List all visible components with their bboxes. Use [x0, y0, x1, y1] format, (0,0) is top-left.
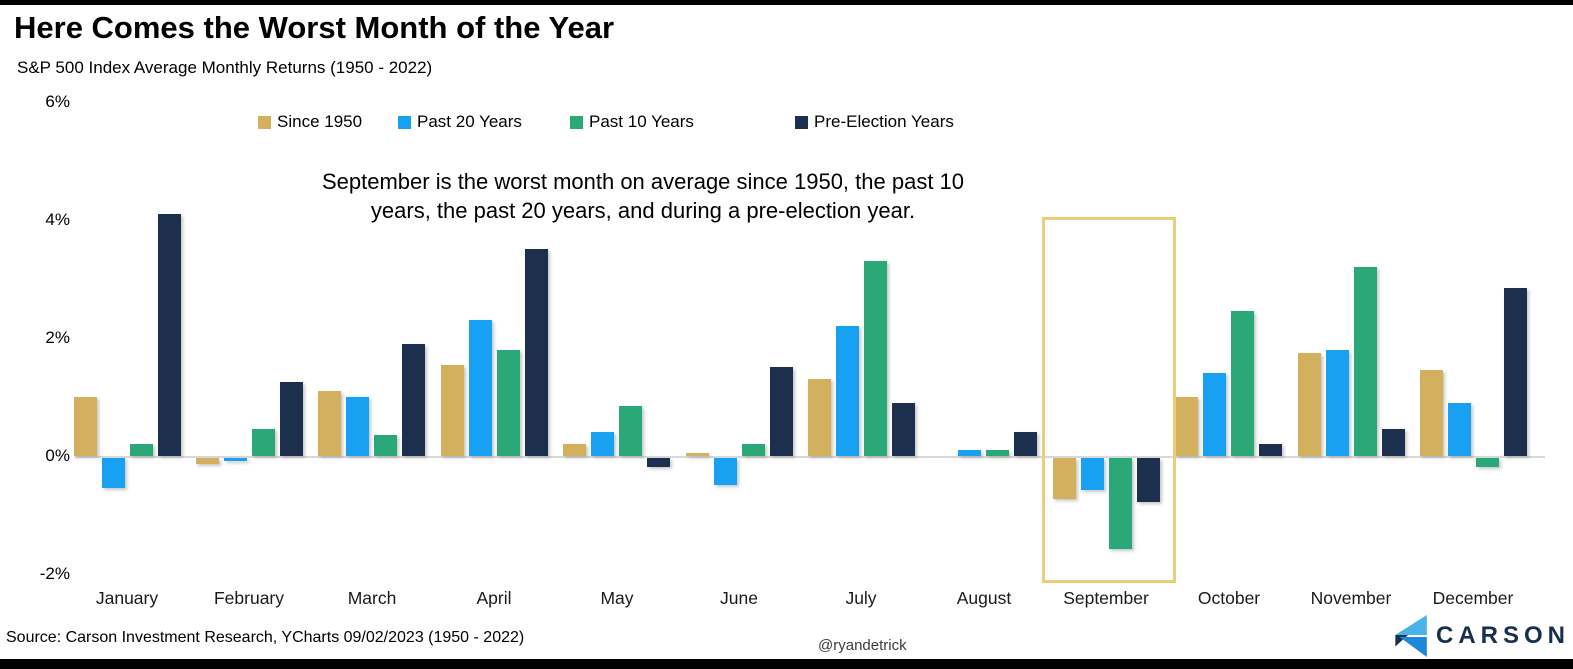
bar-april-since-1950 [441, 365, 464, 456]
annotation: September is the worst month on average … [280, 167, 1006, 226]
bar-november-since-1950 [1298, 353, 1321, 456]
bar-december-past-20-years [1448, 403, 1471, 456]
legend-item-pre-election-years: Pre-Election Years [795, 112, 954, 132]
bar-december-pre-election-years [1504, 288, 1527, 456]
source-text: Source: Carson Investment Research, YCha… [6, 629, 525, 646]
bar-january-past-10-years [130, 444, 153, 456]
annotation-line-1: September is the worst month on average … [321, 169, 965, 194]
zero-axis-line [75, 456, 1545, 458]
bar-january-since-1950 [74, 397, 97, 456]
bar-july-past-10-years [864, 261, 887, 456]
bar-january-past-20-years [102, 458, 125, 488]
bar-september-past-10-years [1109, 458, 1132, 549]
twitter-handle: @ryandetrick [818, 637, 907, 654]
annotation-line-2: years, the past 20 years, and during a p… [370, 198, 916, 224]
bar-march-since-1950 [318, 391, 341, 456]
bar-february-pre-election-years [280, 382, 303, 456]
carson-logo-text: CARSON [1436, 622, 1571, 649]
bar-april-past-10-years [497, 350, 520, 456]
top-border [0, 0, 1573, 5]
bar-may-pre-election-years [647, 458, 670, 467]
legend-label-pre-election-years: Pre-Election Years [814, 112, 954, 131]
bar-august-past-20-years [958, 450, 981, 456]
bar-may-past-10-years [619, 406, 642, 456]
legend-label-since-1950: Since 1950 [277, 112, 363, 131]
x-axis-label-august: August [956, 588, 1012, 608]
bar-november-past-20-years [1326, 350, 1349, 456]
y-axis-label-2-: 2% [45, 328, 70, 347]
bar-july-pre-election-years [892, 403, 915, 456]
y-axis-label-0-: 0% [45, 446, 70, 465]
legend-label-past-10-years: Past 10 Years [589, 112, 694, 131]
bar-december-past-10-years [1476, 458, 1499, 467]
bar-august-past-10-years [986, 450, 1009, 456]
page-title: Here Comes the Worst Month of the Year [14, 10, 615, 45]
x-axis-label-february: February [213, 588, 285, 608]
bar-november-pre-election-years [1382, 429, 1405, 456]
legend-item-since-1950: Since 1950 [258, 112, 362, 132]
bar-june-pre-election-years [770, 367, 793, 456]
legend-item-past-20-years: Past 20 Years [398, 112, 522, 132]
legend-swatch-past-20-years [398, 115, 411, 129]
bar-september-since-1950 [1053, 458, 1076, 499]
bar-october-past-10-years [1231, 311, 1254, 456]
legend-item-past-10-years: Past 10 Years [570, 112, 694, 132]
x-axis-label-november: November [1310, 588, 1392, 608]
bar-may-since-1950 [563, 444, 586, 456]
y-axis-label-4-: 4% [45, 210, 70, 229]
x-axis-label-june: June [720, 588, 758, 608]
bottom-border [0, 659, 1573, 669]
x-axis-label-december: December [1432, 588, 1514, 608]
bar-september-past-20-years [1081, 458, 1104, 490]
bar-july-since-1950 [808, 379, 831, 456]
bar-may-past-20-years [591, 432, 614, 456]
x-axis-label-october: October [1197, 588, 1261, 608]
bar-february-past-10-years [252, 429, 275, 456]
x-axis-label-may: May [600, 588, 634, 608]
bar-june-past-10-years [742, 444, 765, 456]
bar-june-since-1950 [686, 453, 709, 456]
legend-label-past-20-years: Past 20 Years [417, 112, 522, 131]
bar-october-pre-election-years [1259, 444, 1282, 456]
bar-march-past-10-years [374, 435, 397, 456]
carson-logo: CARSON [1391, 615, 1570, 657]
bar-january-pre-election-years [158, 214, 181, 456]
carson-chevron-icon [1395, 615, 1427, 657]
bar-september-pre-election-years [1137, 458, 1160, 502]
bar-april-pre-election-years [525, 249, 548, 456]
y-axis-label-6-: 6% [45, 92, 70, 111]
bar-july-past-20-years [836, 326, 859, 456]
x-axis-label-september: September [1063, 588, 1149, 608]
x-axis-label-january: January [95, 588, 159, 608]
bar-march-past-20-years [346, 397, 369, 456]
bar-february-past-20-years [224, 458, 247, 461]
highlight-box-september [1042, 217, 1176, 583]
x-axis-label-april: April [476, 588, 512, 608]
bar-november-past-10-years [1354, 267, 1377, 456]
x-axis-label-july: July [845, 588, 877, 608]
legend-swatch-past-10-years [570, 115, 583, 129]
x-axis-label-march: March [347, 588, 397, 608]
legend-swatch-pre-election-years [795, 115, 808, 129]
bar-march-pre-election-years [402, 344, 425, 456]
bar-april-past-20-years [469, 320, 492, 456]
y-axis-label--2-: -2% [39, 564, 70, 583]
bar-february-since-1950 [196, 458, 219, 464]
bar-october-past-20-years [1203, 373, 1226, 456]
legend-swatch-since-1950 [258, 115, 271, 129]
bar-december-since-1950 [1420, 370, 1443, 456]
bar-june-past-20-years [714, 458, 737, 485]
bar-october-since-1950 [1175, 397, 1198, 456]
bar-august-pre-election-years [1014, 432, 1037, 456]
page-subtitle: S&P 500 Index Average Monthly Returns (1… [17, 58, 433, 77]
